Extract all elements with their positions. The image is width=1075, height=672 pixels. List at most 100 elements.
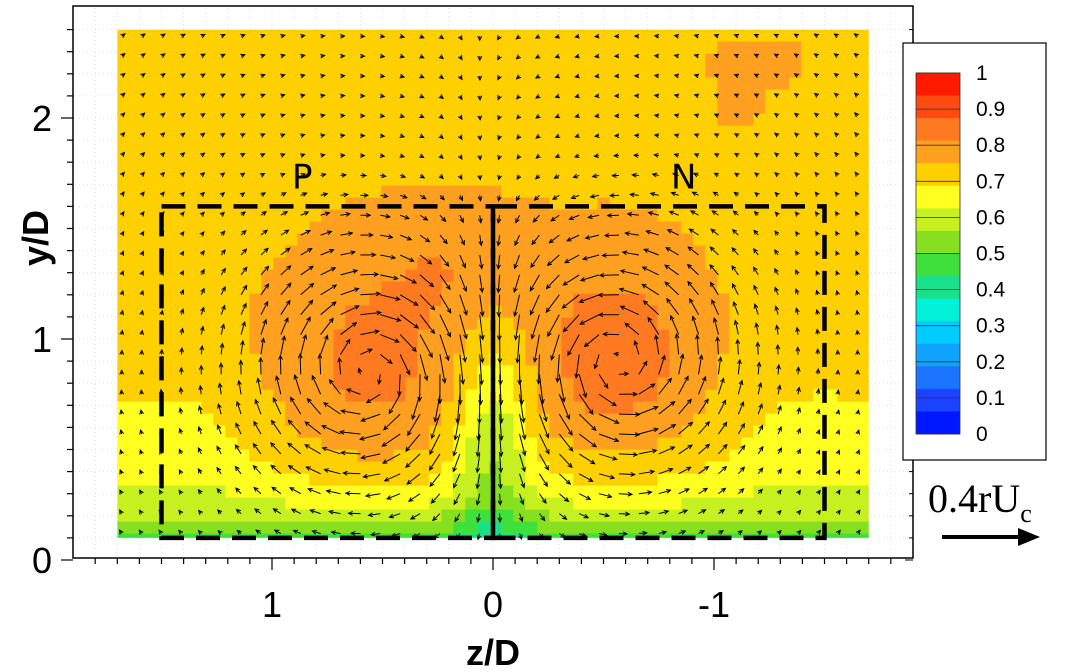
velocity-vector-head	[679, 353, 685, 359]
contour-cell	[585, 485, 598, 499]
velocity-vector	[625, 232, 639, 236]
velocity-vector	[476, 493, 481, 505]
velocity-vector-head	[438, 34, 445, 40]
contour-cell	[453, 425, 466, 439]
velocity-vector	[378, 374, 381, 384]
contour-cell	[225, 125, 238, 139]
velocity-vector	[753, 267, 759, 276]
velocity-vector	[777, 385, 781, 395]
contour-cell	[765, 77, 778, 91]
contour-cell	[501, 209, 514, 223]
contour-cell	[621, 341, 634, 355]
contour-cell	[513, 89, 526, 103]
contour-cell	[321, 101, 334, 115]
contour-cell	[681, 125, 694, 139]
contour-cell	[657, 425, 670, 439]
contour-cell	[537, 41, 550, 55]
contour-cell	[705, 173, 718, 187]
contour-cell	[225, 149, 238, 163]
velocity-vector-head	[567, 462, 573, 469]
velocity-vector-head	[497, 115, 502, 121]
contour-cell	[777, 89, 790, 103]
velocity-vector-head	[458, 195, 463, 202]
contour-cell	[297, 281, 310, 295]
velocity-vector-head	[300, 133, 306, 138]
contour-cell	[681, 209, 694, 223]
velocity-vector	[578, 413, 597, 431]
velocity-vector	[620, 270, 639, 276]
velocity-vector-head	[260, 33, 266, 39]
contour-cell	[669, 125, 682, 139]
contour-cell	[657, 137, 670, 151]
contour-cell	[117, 473, 130, 487]
contour-cell	[633, 185, 646, 199]
velocity-vector-head	[280, 153, 286, 158]
velocity-vector	[260, 266, 269, 276]
velocity-vector-head	[309, 282, 315, 288]
contour-cell	[669, 449, 682, 463]
contour-cell	[321, 353, 334, 367]
contour-cell	[801, 269, 814, 283]
velocity-vector	[737, 445, 746, 455]
velocity-vector	[398, 374, 401, 396]
contour-cell	[201, 233, 214, 247]
contour-cell	[633, 485, 646, 499]
contour-cell	[465, 161, 478, 175]
velocity-vector-head	[519, 399, 524, 406]
contour-cell	[801, 461, 814, 475]
contour-cell	[309, 305, 322, 319]
velocity-vector	[774, 268, 779, 276]
velocity-vector-head	[234, 465, 240, 472]
velocity-vector-head	[776, 509, 782, 516]
velocity-vector-head	[200, 73, 206, 79]
velocity-vector-head	[178, 448, 184, 454]
contour-cell	[849, 353, 862, 367]
velocity-vector-head	[496, 241, 502, 247]
velocity-vector-head	[159, 151, 166, 158]
contour-cell	[741, 389, 754, 403]
contour-cell	[525, 41, 538, 55]
contour-cell	[177, 185, 190, 199]
contour-cell	[513, 341, 526, 355]
contour-cell	[633, 41, 646, 55]
velocity-vector-head	[641, 283, 647, 289]
contour-cell	[453, 353, 466, 367]
contour-cell	[333, 101, 346, 115]
velocity-vector-head	[815, 388, 821, 394]
contour-cell	[417, 29, 430, 43]
velocity-vector	[643, 248, 659, 256]
contour-cell	[645, 461, 658, 475]
contour-cell	[849, 281, 862, 295]
contour-cell	[345, 113, 358, 127]
velocity-vector	[340, 305, 360, 316]
contour-cell	[849, 305, 862, 319]
velocity-vector-head	[670, 424, 677, 429]
contour-cell	[273, 413, 286, 427]
velocity-vector-head	[565, 479, 572, 485]
contour-cell	[141, 281, 154, 295]
velocity-vector-head	[612, 153, 619, 159]
contour-cell	[861, 389, 869, 403]
velocity-vector-head	[441, 216, 447, 223]
contour-cell	[849, 173, 862, 187]
contour-cell	[573, 89, 586, 103]
velocity-vector-head	[521, 450, 527, 457]
velocity-vector	[439, 274, 451, 290]
contour-cell	[297, 317, 310, 331]
velocity-vector	[796, 327, 799, 335]
velocity-vector-head	[684, 488, 690, 493]
contour-cell	[561, 521, 574, 535]
contour-cell	[717, 245, 730, 259]
contour-cell	[189, 233, 202, 247]
contour-cell	[309, 413, 322, 427]
contour-cell	[165, 449, 178, 463]
velocity-vector-head	[813, 112, 820, 118]
contour-cell	[249, 29, 262, 43]
contour-cell	[513, 173, 526, 187]
contour-cell	[525, 497, 538, 511]
velocity-vector-head	[774, 267, 779, 274]
contour-cell	[129, 305, 142, 319]
velocity-vector-head	[855, 309, 860, 316]
contour-cell	[357, 281, 370, 295]
contour-cell	[777, 401, 790, 415]
